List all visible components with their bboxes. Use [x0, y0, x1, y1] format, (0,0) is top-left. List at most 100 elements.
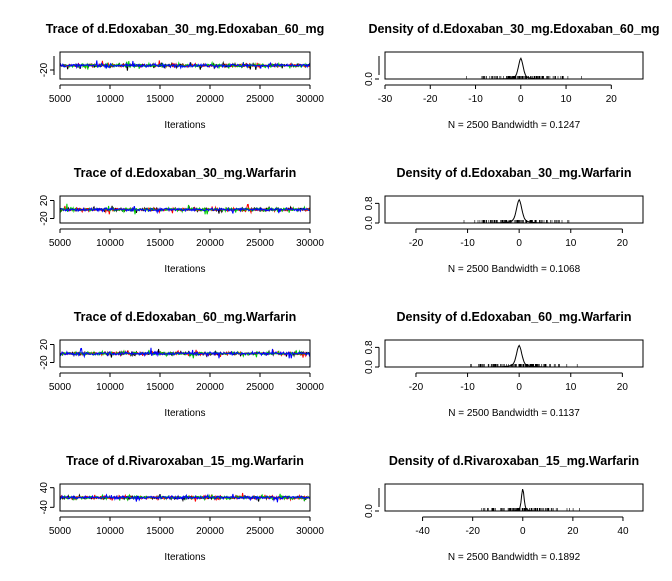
x-tick-label: 5000	[49, 94, 72, 105]
x-tick-label: 20000	[196, 94, 224, 105]
x-tick-label: 15000	[146, 526, 174, 537]
x-tick-label: 0	[520, 526, 526, 537]
plot-frame	[384, 195, 644, 224]
x-tick-label: -40	[415, 526, 430, 537]
chart-panel-4: Density of d.Edoxaban_30_mg.Warfarin -20 -…	[364, 166, 644, 275]
x-tick-label: 10000	[96, 382, 124, 393]
y-tick-label: 40	[39, 482, 50, 494]
x-tick-label: 10	[565, 382, 577, 393]
density-rug	[466, 76, 582, 79]
x-tick-label: 20000	[196, 526, 224, 537]
x-tick-label: -20	[409, 382, 424, 393]
x-axis-label: N = 2500 Bandwidth = 0.1892	[448, 552, 581, 563]
x-tick-label: 10000	[96, 526, 124, 537]
plot-frame	[59, 483, 311, 512]
y-tick-label: 0.0	[364, 216, 375, 230]
y-tick-label: 0.8	[364, 340, 375, 354]
x-axis-label: N = 2500 Bandwidth = 0.1137	[448, 408, 580, 419]
chart-title: Trace of d.Edoxaban_30_mg.Warfarin	[74, 166, 297, 180]
y-tick-label: 20	[39, 339, 50, 351]
y-tick-label: -20	[39, 355, 50, 370]
x-tick-label: 20	[606, 94, 618, 105]
trace-chain-4	[59, 347, 311, 359]
trace-chain-4	[59, 60, 311, 70]
x-tick-label: -10	[468, 94, 483, 105]
x-tick-label: 20	[617, 238, 629, 249]
x-tick-label: -20	[465, 526, 480, 537]
x-tick-label: 5000	[49, 526, 72, 537]
x-tick-label: 20000	[196, 238, 224, 249]
chart-panel-6: Density of d.Edoxaban_60_mg.Warfarin -20 -…	[364, 310, 644, 419]
x-tick-label: 15000	[146, 94, 174, 105]
chart-panel-2: Density of d.Edoxaban_30_mg.Edoxaban_60_…	[364, 22, 660, 131]
x-axis-label: Iterations	[164, 552, 205, 563]
chart-panel-8: Density of d.Rivaroxaban_15_mg.Warfarin -…	[364, 454, 644, 563]
x-tick-label: 20	[617, 382, 629, 393]
x-tick-label: 10000	[96, 238, 124, 249]
x-tick-label: 15000	[146, 238, 174, 249]
chart-title: Trace of d.Rivaroxaban_15_mg.Warfarin	[66, 454, 304, 468]
y-tick-label: -40	[39, 500, 50, 515]
x-tick-label: 5000	[49, 238, 72, 249]
plot-frame	[59, 195, 311, 224]
chart-title: Density of d.Rivaroxaban_15_mg.Warfarin	[389, 454, 639, 468]
plot-frame	[59, 339, 311, 368]
y-tick-label: 0.8	[364, 196, 375, 210]
chart-panel-7: Trace of d.Rivaroxaban_15_mg.Warfarin 500…	[39, 454, 324, 563]
x-tick-label: 20	[567, 526, 579, 537]
x-tick-label: 15000	[146, 382, 174, 393]
x-tick-label: 30000	[296, 238, 324, 249]
chart-panel-3: Trace of d.Edoxaban_30_mg.Warfarin 5000 10…	[39, 166, 324, 275]
density-curve	[385, 57, 643, 80]
density-rug	[463, 220, 570, 223]
y-tick-label: 0.0	[364, 504, 375, 518]
x-tick-label: 0	[516, 238, 522, 249]
x-axis-label: Iterations	[164, 264, 205, 275]
x-tick-label: 25000	[246, 382, 274, 393]
x-tick-label: -20	[423, 94, 438, 105]
x-tick-label: -10	[460, 382, 475, 393]
x-tick-label: -10	[460, 238, 475, 249]
x-tick-label: 30000	[296, 382, 324, 393]
x-tick-label: 30000	[296, 94, 324, 105]
chart-title: Trace of d.Edoxaban_30_mg.Edoxaban_60_mg	[46, 22, 325, 36]
x-tick-label: 10	[560, 94, 572, 105]
density-curve	[385, 198, 643, 224]
y-tick-label: -20	[39, 211, 50, 226]
x-axis-label: Iterations	[164, 408, 205, 419]
y-tick-label: -20	[39, 62, 50, 77]
trace-chain-4	[59, 493, 311, 503]
plot-frame	[384, 51, 644, 80]
x-tick-label: 5000	[49, 382, 72, 393]
x-tick-label: 20000	[196, 382, 224, 393]
chart-title: Density of d.Edoxaban_30_mg.Warfarin	[396, 166, 631, 180]
y-tick-label: 0.0	[364, 72, 375, 86]
x-axis-label: Iterations	[164, 120, 205, 131]
density-curve	[385, 344, 643, 368]
x-tick-label: 25000	[246, 94, 274, 105]
x-tick-label: 25000	[246, 238, 274, 249]
chart-title: Trace of d.Edoxaban_60_mg.Warfarin	[74, 310, 297, 324]
x-tick-label: 40	[617, 526, 629, 537]
plot-frame	[384, 483, 644, 512]
density-rug	[470, 364, 578, 367]
chart-panel-1: Trace of d.Edoxaban_30_mg.Edoxaban_60_mg…	[39, 22, 324, 131]
plot-frame	[59, 51, 311, 80]
x-tick-label: 25000	[246, 526, 274, 537]
x-tick-label: 10	[565, 238, 577, 249]
x-tick-label: -20	[409, 238, 424, 249]
y-tick-label: 0.0	[364, 360, 375, 374]
x-axis-label: N = 2500 Bandwidth = 0.1247	[448, 120, 581, 131]
chart-panel-5: Trace of d.Edoxaban_60_mg.Warfarin 5000 10…	[39, 310, 324, 419]
x-tick-label: 30000	[296, 526, 324, 537]
x-tick-label: 10000	[96, 94, 124, 105]
plot-frame	[384, 339, 644, 368]
density-curve	[385, 488, 643, 512]
x-tick-label: -30	[378, 94, 393, 105]
y-tick-label: 20	[39, 195, 50, 207]
x-tick-label: 0	[516, 382, 522, 393]
chart-title: Density of d.Edoxaban_30_mg.Edoxaban_60_…	[368, 22, 659, 36]
x-axis-label: N = 2500 Bandwidth = 0.1068	[448, 264, 581, 275]
